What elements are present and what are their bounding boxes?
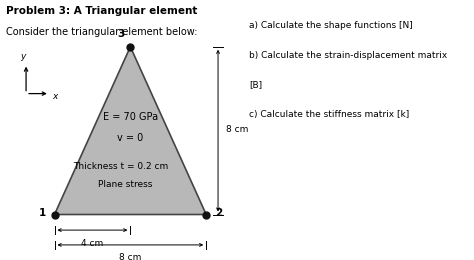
Text: v = 0: v = 0 [117, 133, 144, 143]
Text: E = 70 GPa: E = 70 GPa [103, 112, 158, 122]
Text: Consider the triangular element below:: Consider the triangular element below: [6, 27, 197, 37]
Text: Problem 3: A Triangular element: Problem 3: A Triangular element [6, 6, 197, 16]
Text: c) Calculate the stiffness matrix [k]: c) Calculate the stiffness matrix [k] [249, 110, 409, 120]
Text: x: x [52, 92, 57, 101]
Text: 3: 3 [118, 29, 125, 39]
Text: b) Calculate the strain-displacement matrix: b) Calculate the strain-displacement mat… [249, 51, 447, 60]
Text: 8 cm: 8 cm [226, 126, 248, 134]
Text: 2: 2 [215, 208, 222, 218]
Text: Thickness t = 0.2 cm: Thickness t = 0.2 cm [73, 162, 168, 171]
Polygon shape [55, 47, 206, 214]
Text: [B]: [B] [249, 81, 262, 90]
Text: Plane stress: Plane stress [99, 180, 153, 189]
Text: 1: 1 [39, 208, 46, 218]
Text: 8 cm: 8 cm [119, 254, 142, 260]
Text: a) Calculate the shape functions [N]: a) Calculate the shape functions [N] [249, 21, 412, 30]
Text: 4 cm: 4 cm [82, 239, 103, 248]
Text: y: y [20, 52, 26, 61]
